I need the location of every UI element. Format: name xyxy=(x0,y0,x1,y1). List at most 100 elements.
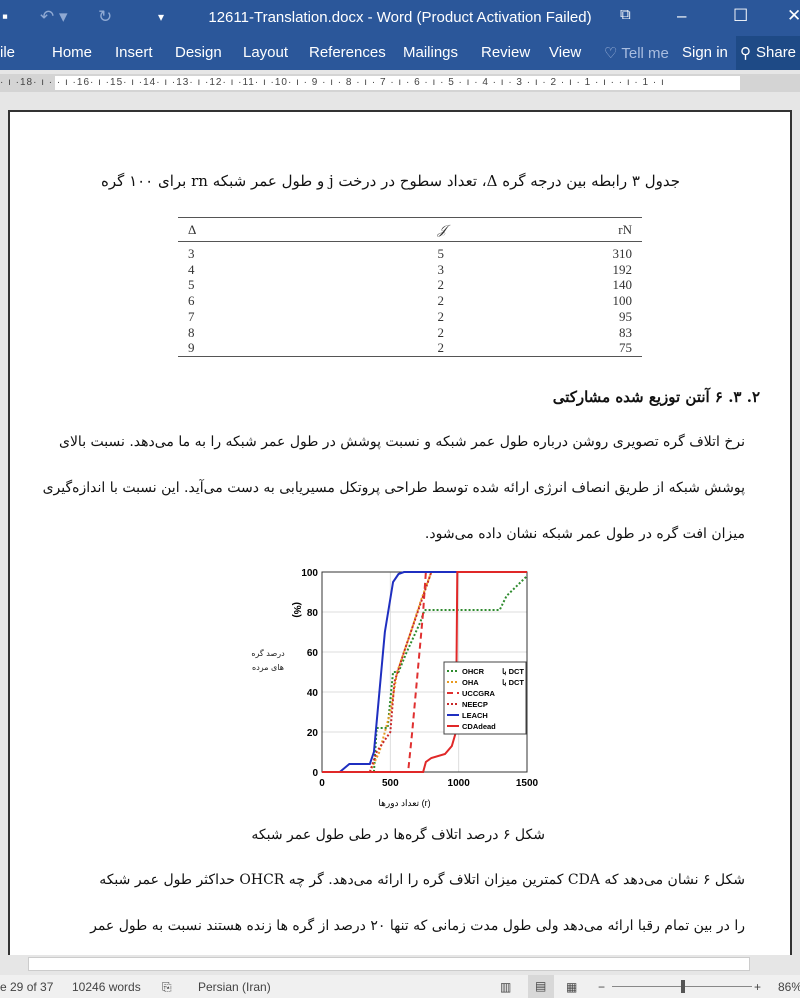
customize-toolbar-icon[interactable]: ▾ xyxy=(158,10,165,24)
zoom-level[interactable]: 86% xyxy=(778,980,800,994)
legend-label: OHA xyxy=(462,678,479,687)
table-row: 6 2 100 xyxy=(178,293,642,309)
x-axis-label: تعداد دورها (r) xyxy=(378,798,430,809)
tell-me-label: Tell me xyxy=(621,45,669,62)
read-mode-icon[interactable]: ▥ xyxy=(500,980,512,994)
document-page[interactable]: جدول ۳ رابطه بین درجه گره Δ، تعداد سطوح … xyxy=(8,110,792,955)
x-tick-label: 1000 xyxy=(448,778,471,789)
sign-in-link[interactable]: Sign in xyxy=(682,44,728,61)
maximize-button[interactable]: ☐ xyxy=(733,6,749,25)
x-tick-label: 1500 xyxy=(516,778,539,789)
table-cell: 83 xyxy=(619,324,632,340)
x-tick-label: 500 xyxy=(382,778,399,789)
page-count[interactable]: e 29 of 37 xyxy=(0,980,54,994)
tab-mailings[interactable]: Mailings xyxy=(403,44,459,61)
section-heading: ۲. ۳. ۶ آنتن توزیع شده مشارکتی xyxy=(552,388,760,406)
word-count[interactable]: 10246 words xyxy=(72,980,141,994)
window-title: 12611-Translation.docx - Word (Product A… xyxy=(208,9,592,26)
person-icon: ⚲ xyxy=(740,45,751,62)
table-row: 9 2 75 xyxy=(178,340,642,356)
table-cell: 310 xyxy=(612,246,633,261)
table-cell: 3 xyxy=(437,261,444,277)
tab-view[interactable]: View xyxy=(549,44,582,61)
table-cell: 100 xyxy=(612,293,633,309)
zoom-out-button[interactable]: − xyxy=(598,980,606,994)
share-label: Share xyxy=(756,44,797,61)
y-tick-label: 20 xyxy=(307,728,319,739)
ruler-labels: · ı ·18· ı · · ı ·16· ı ·15· ı ·14· ı ·1… xyxy=(0,77,665,88)
tab-layout[interactable]: Layout xyxy=(243,44,289,61)
y-axis-label: درصد گره های مرده xyxy=(251,649,285,672)
legend-suffix: با DCT xyxy=(502,667,524,676)
ribbon-display-icon[interactable]: ⧉ xyxy=(620,6,631,23)
table-cell: 192 xyxy=(612,261,633,277)
tab-insert[interactable]: Insert xyxy=(115,44,153,61)
tell-me-box[interactable]: ♡ Tell me xyxy=(604,44,669,62)
undo-icon[interactable]: ↶ ▾ xyxy=(40,7,68,26)
table-cell: 2 xyxy=(437,277,444,293)
legend-label: CDAdead xyxy=(462,722,496,731)
series-line-leach xyxy=(322,571,527,773)
table-caption: جدول ۳ رابطه بین درجه گره Δ، تعداد سطوح … xyxy=(101,172,680,190)
legend-label: OHCR xyxy=(462,667,485,676)
legend-label: LEACH xyxy=(462,711,488,720)
tab-file[interactable]: ile xyxy=(0,44,16,61)
minimize-button[interactable]: – xyxy=(677,6,687,25)
web-layout-icon[interactable]: ▦ xyxy=(566,980,578,994)
table-cell: 7 xyxy=(188,308,195,324)
y-tick-label: 0 xyxy=(312,768,318,779)
table-cell: 2 xyxy=(437,324,444,340)
paragraph-line: میزان افت گره در طول عمر شبکه نشان داده … xyxy=(424,526,745,542)
proofing-icon[interactable]: ⎘ xyxy=(162,980,172,994)
close-button[interactable]: ✕ xyxy=(787,6,800,25)
redo-icon[interactable]: ↻ xyxy=(98,7,113,26)
share-button[interactable]: ⚲ Share xyxy=(736,36,800,70)
paragraph-line: شکل ۶ نشان می‌دهد که CDA کمترین میزان ات… xyxy=(99,872,745,888)
legend-label: UCCGRA xyxy=(462,689,495,698)
tab-references[interactable]: References xyxy=(309,44,386,61)
table-cell: 2 xyxy=(437,308,444,324)
table-cell: 140 xyxy=(612,277,633,293)
tab-design[interactable]: Design xyxy=(175,44,222,61)
figure-caption: شکل ۶ درصد اتلاف گره‌ها در طی طول عمر شب… xyxy=(251,827,545,843)
legend-label: NEECP xyxy=(462,700,488,709)
save-icon[interactable]: ▪ xyxy=(2,7,9,26)
table-row: 7 2 95 xyxy=(178,309,642,325)
table-row: 3 5 310 xyxy=(178,242,642,262)
status-bar: e 29 of 37 10246 words ⎘ Persian (Iran) … xyxy=(0,975,800,998)
language[interactable]: Persian (Iran) xyxy=(198,980,271,994)
legend-suffix: با DCT xyxy=(502,678,524,687)
table-row: 8 2 83 xyxy=(178,325,642,341)
paragraph-line: نرخ اتلاف گره تصویری روشن درباره طول عمر… xyxy=(58,434,745,450)
tab-review[interactable]: Review xyxy=(481,44,531,61)
column-header: Δ xyxy=(178,217,222,242)
table-cell: 4 xyxy=(188,261,195,277)
zoom-slider-thumb[interactable] xyxy=(681,980,686,993)
y-tick-label: 100 xyxy=(301,568,318,579)
tab-home[interactable]: Home xyxy=(52,44,93,61)
y-tick-label: 40 xyxy=(307,688,319,699)
table-cell: 75 xyxy=(619,340,632,356)
horizontal-scrollbar[interactable] xyxy=(0,955,800,973)
paragraph-line: را در بین تمام رقبا ارائه می‌دهد ولی طول… xyxy=(90,918,745,934)
print-layout-icon[interactable]: ▤ xyxy=(528,975,554,998)
table-cell: 5 xyxy=(437,246,444,261)
zoom-in-button[interactable]: + xyxy=(754,980,762,994)
table-row: 5 2 140 xyxy=(178,277,642,293)
table-cell: 2 xyxy=(437,340,444,356)
legend-box xyxy=(443,661,527,735)
title-bar: ▪ ↶ ▾ ↻ ▾ 12611-Translation.docx - Word … xyxy=(0,0,800,36)
table-row: 4 3 192 xyxy=(178,262,642,278)
y-tick-label: 80 xyxy=(307,608,319,619)
series-line-oha xyxy=(322,571,433,773)
table-cell: 6 xyxy=(188,293,195,309)
horizontal-ruler[interactable]: · ı ·18· ı · · ı ·16· ı ·15· ı ·14· ı ·1… xyxy=(0,74,800,92)
table-cell: 3 xyxy=(188,246,195,261)
y-axis-unit: (%) xyxy=(291,602,302,618)
table-cell: 95 xyxy=(619,308,632,324)
table-cell: 5 xyxy=(188,277,195,293)
series-line-cdadead xyxy=(322,571,527,773)
ribbon-tabs: ile Home Insert Design Layout References… xyxy=(0,36,800,70)
table-cell: 2 xyxy=(437,293,444,309)
